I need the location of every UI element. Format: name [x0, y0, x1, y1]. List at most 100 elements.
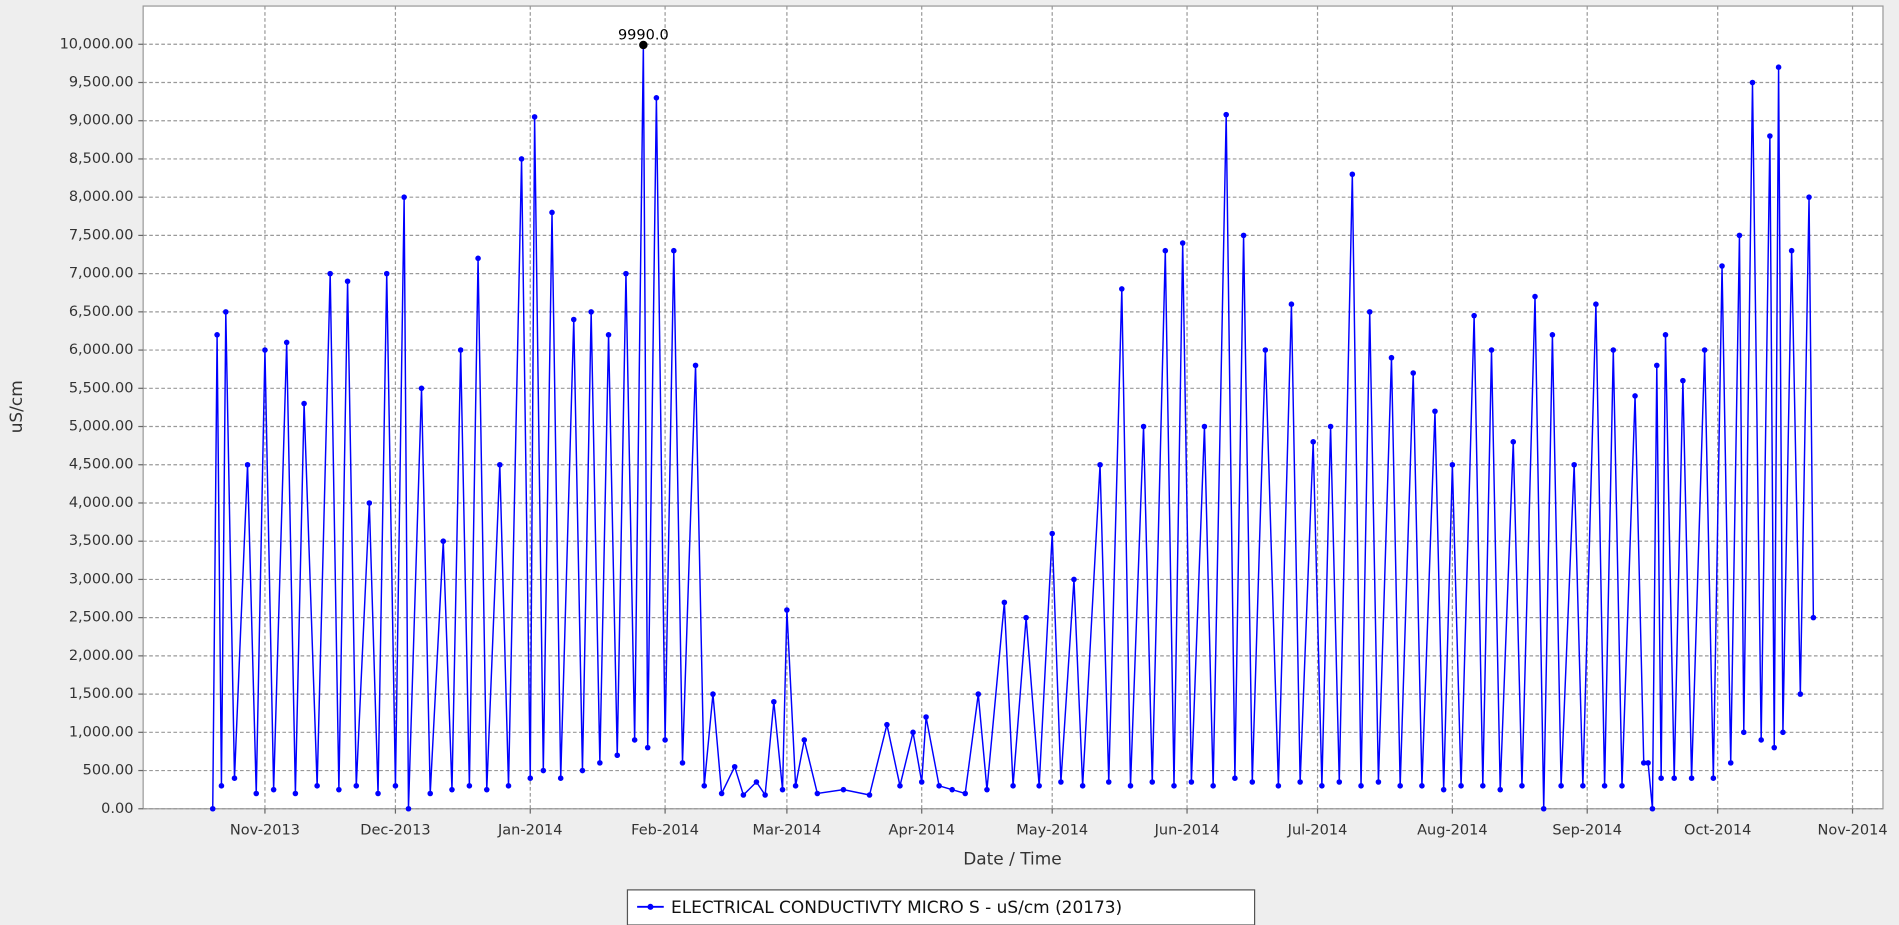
data-point	[1558, 783, 1564, 789]
data-point	[1079, 783, 1086, 789]
data-point	[1580, 783, 1586, 789]
data-point	[1619, 783, 1625, 789]
data-point	[962, 790, 969, 797]
data-point	[1319, 783, 1325, 789]
plot-area	[142, 5, 1884, 810]
y-tick-label: 6,000.00	[69, 342, 134, 358]
data-point	[779, 786, 786, 793]
data-point	[1023, 614, 1029, 621]
data-point	[336, 786, 342, 793]
data-point	[1188, 779, 1195, 785]
data-point	[366, 500, 373, 506]
data-point	[1497, 786, 1503, 793]
x-tick-label: Apr-2014	[889, 823, 955, 839]
data-point	[1001, 599, 1008, 606]
y-tick-label: 3,500.00	[69, 533, 134, 549]
data-point	[1662, 332, 1669, 338]
data-point	[1532, 293, 1538, 300]
data-point	[557, 775, 564, 781]
data-point	[527, 775, 534, 781]
data-point	[884, 721, 890, 728]
data-point	[392, 783, 399, 789]
data-point	[549, 209, 555, 216]
data-point	[1297, 779, 1303, 785]
data-point	[771, 698, 777, 705]
data-point	[975, 691, 982, 697]
data-point	[1658, 775, 1664, 781]
data-point	[1397, 783, 1403, 789]
data-point	[301, 400, 307, 407]
data-point	[353, 783, 360, 789]
data-point	[1071, 576, 1077, 583]
data-point	[1358, 783, 1364, 789]
data-point	[231, 775, 238, 781]
data-point	[1036, 783, 1042, 789]
y-tick-label: 4,500.00	[69, 457, 134, 473]
data-point	[283, 339, 290, 346]
data-point	[253, 790, 260, 797]
data-point	[244, 461, 251, 468]
data-point	[440, 538, 447, 544]
data-point	[984, 786, 990, 793]
data-point	[1162, 247, 1169, 254]
data-point	[1275, 783, 1282, 789]
data-point	[214, 332, 220, 338]
y-tick-label: 9,000.00	[69, 113, 134, 129]
y-tick-label: 7,000.00	[69, 266, 134, 282]
data-point	[740, 792, 747, 798]
data-point	[1375, 779, 1382, 785]
data-point	[1201, 423, 1208, 430]
data-point	[1105, 779, 1112, 785]
data-point	[209, 805, 216, 812]
data-point	[1119, 286, 1125, 292]
data-point	[1640, 760, 1647, 766]
data-point	[1601, 783, 1608, 789]
data-point	[910, 729, 916, 736]
data-point	[1288, 301, 1295, 307]
data-point	[292, 790, 299, 797]
data-point	[597, 760, 603, 766]
y-tick-label: 500.00	[83, 763, 134, 779]
data-point	[814, 790, 821, 797]
y-tick-label: 0.00	[101, 801, 133, 817]
data-point	[1210, 783, 1216, 789]
y-tick-label: 2,000.00	[69, 648, 134, 664]
data-point	[710, 691, 716, 697]
x-tick-label: Sep-2014	[1552, 823, 1622, 839]
x-tick-label: Jun-2014	[1154, 823, 1220, 839]
data-point	[623, 270, 629, 277]
data-point	[383, 270, 390, 277]
data-point	[457, 347, 464, 353]
data-point	[531, 114, 538, 120]
y-tick-label: 4,000.00	[69, 495, 134, 511]
data-point	[475, 255, 481, 262]
data-point	[505, 783, 512, 789]
data-point	[1432, 408, 1438, 415]
data-point	[1736, 232, 1743, 239]
annotation-marker	[639, 40, 648, 50]
data-point	[1097, 461, 1103, 468]
data-point	[1688, 775, 1695, 781]
data-point	[314, 783, 320, 789]
data-point	[918, 779, 925, 785]
x-tick-label: Nov-2013	[230, 823, 300, 839]
data-point	[1327, 423, 1334, 430]
data-point	[401, 194, 407, 200]
data-point	[540, 767, 547, 774]
x-tick-label: Aug-2014	[1417, 823, 1488, 839]
data-point	[262, 347, 268, 353]
data-point	[866, 792, 873, 798]
data-point	[218, 783, 225, 789]
data-point	[653, 95, 660, 101]
y-tick-label: 10,000.00	[60, 36, 134, 52]
data-point	[701, 783, 708, 789]
data-point	[1810, 614, 1817, 621]
data-point	[1388, 354, 1395, 361]
data-point	[1149, 779, 1156, 785]
data-point	[1249, 779, 1256, 785]
data-point	[1458, 783, 1464, 789]
data-point	[1610, 347, 1617, 353]
y-tick-label: 5,500.00	[69, 380, 134, 396]
data-point	[1419, 783, 1425, 789]
data-point	[1749, 79, 1756, 86]
